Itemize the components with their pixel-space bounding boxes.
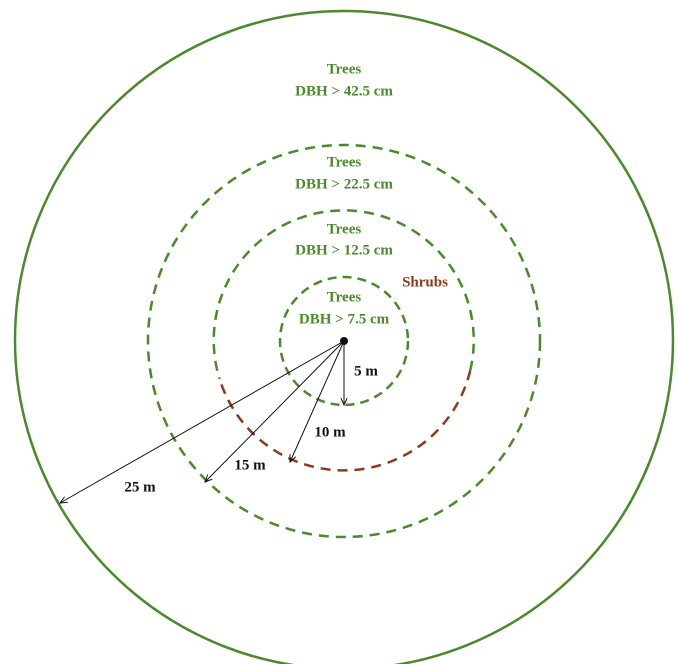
ring-15m xyxy=(146,143,542,539)
zone-title: Trees xyxy=(327,289,362,305)
radius-label: 5 m xyxy=(354,363,378,379)
zone-title: Trees xyxy=(327,154,362,170)
zone-title: Trees xyxy=(327,221,362,237)
arrow-25m xyxy=(60,340,345,503)
arrow-15m xyxy=(205,340,345,482)
zone-title: Trees xyxy=(327,61,362,77)
zone-criterion: DBH > 22.5 cm xyxy=(295,176,393,192)
radius-arrows xyxy=(60,340,345,503)
zone-criterion: DBH > 42.5 cm xyxy=(295,83,393,99)
ring-5m xyxy=(278,275,410,407)
zone-criterion: DBH > 7.5 cm xyxy=(299,311,390,327)
arrow-10m xyxy=(290,340,345,462)
radius-label: 15 m xyxy=(234,457,266,473)
ring-10m-shrubs xyxy=(218,370,472,472)
outer-ring xyxy=(13,9,675,664)
radius-label: 10 m xyxy=(314,424,346,440)
radius-label: 25 m xyxy=(124,479,156,495)
zone-criterion: DBH > 12.5 cm xyxy=(295,242,393,258)
ring-10m-trees xyxy=(212,209,475,380)
shrubs-label: Shrubs xyxy=(402,274,448,290)
